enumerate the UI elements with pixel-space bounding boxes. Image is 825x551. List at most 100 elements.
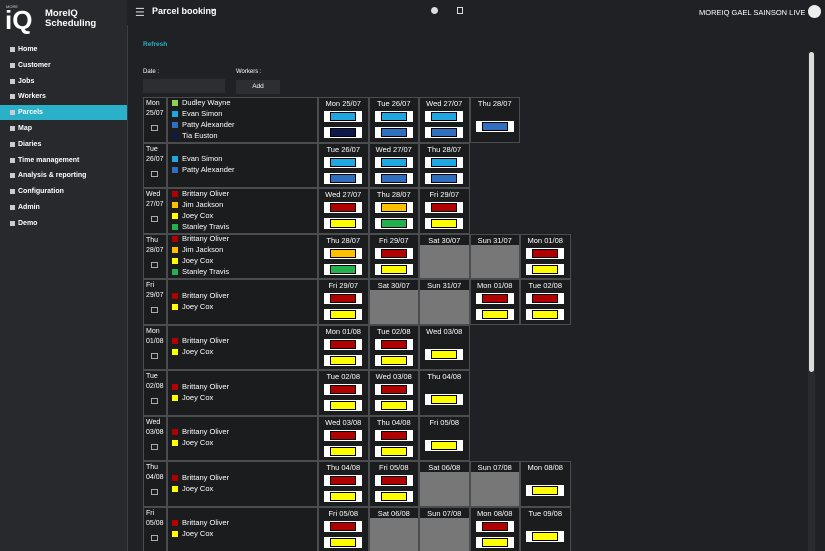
book-icon[interactable]: [151, 170, 158, 177]
booking-slot[interactable]: [475, 293, 514, 304]
booking-slot[interactable]: [374, 475, 413, 486]
booking-slot[interactable]: [324, 400, 362, 411]
booking-slot[interactable]: [324, 309, 362, 320]
booking-slot[interactable]: [526, 485, 564, 496]
booking-slot[interactable]: [324, 384, 362, 395]
booking-slot[interactable]: [425, 202, 463, 213]
add-button[interactable]: Add: [236, 80, 280, 94]
nav-item[interactable]: Demo: [0, 216, 127, 231]
booking-slot[interactable]: [324, 338, 362, 350]
dropdown-icon[interactable]: ⌄: [209, 3, 218, 14]
booking-slot[interactable]: [374, 263, 413, 275]
booking-slot[interactable]: [374, 202, 413, 213]
worker-swatch: [172, 201, 178, 208]
booking-slot[interactable]: [324, 475, 362, 486]
day-label: Mon: [146, 327, 160, 335]
nav-item[interactable]: Time management: [0, 153, 127, 168]
nav-item[interactable]: Diaries: [0, 137, 127, 152]
booking-slot[interactable]: [374, 384, 413, 395]
book-icon[interactable]: [151, 443, 158, 450]
booking-slot[interactable]: [324, 445, 362, 457]
icon[interactable]: [457, 7, 463, 14]
booking-slot[interactable]: [324, 172, 362, 184]
booking-slot[interactable]: [324, 354, 362, 366]
nav-item[interactable]: Home: [0, 42, 127, 57]
book-icon[interactable]: [151, 307, 158, 313]
date-input[interactable]: [143, 79, 225, 93]
refresh-link[interactable]: Refresh: [143, 41, 168, 48]
booking-slot[interactable]: [374, 338, 413, 350]
booking-slot[interactable]: [324, 429, 362, 441]
scroll-thumb[interactable]: [809, 52, 814, 372]
book-icon[interactable]: [151, 489, 158, 495]
booking-slot[interactable]: [475, 309, 514, 320]
booking-slot[interactable]: [425, 111, 463, 122]
booking-slot[interactable]: [374, 111, 413, 122]
booking-slot[interactable]: [425, 439, 463, 451]
book-icon[interactable]: [151, 534, 158, 541]
booking-slot[interactable]: [475, 536, 514, 548]
book-icon[interactable]: [151, 125, 158, 131]
booking-slot[interactable]: [324, 536, 362, 548]
booking-slot[interactable]: [324, 111, 362, 122]
closed-day: [470, 472, 519, 506]
nav-item[interactable]: Customer: [0, 58, 127, 73]
booking-slot[interactable]: [374, 172, 413, 184]
booking-slot[interactable]: [374, 247, 413, 259]
page-title[interactable]: Parcel booking: [152, 6, 217, 16]
nav-item[interactable]: Configuration: [0, 184, 127, 199]
booking-slot[interactable]: [475, 121, 514, 132]
avatar[interactable]: [808, 5, 821, 18]
booking-slot[interactable]: [526, 309, 564, 320]
booking-slot[interactable]: [324, 202, 362, 213]
booking-slot[interactable]: [425, 127, 463, 138]
nav-item[interactable]: Map: [0, 121, 127, 136]
booking-slot[interactable]: [374, 218, 413, 229]
booking-slot[interactable]: [526, 247, 564, 259]
day-header: Wed 03/08: [375, 372, 412, 381]
nav-item[interactable]: Parcels: [0, 105, 127, 121]
day-label: Wed: [146, 418, 161, 426]
day-header: Sat 06/08: [428, 463, 461, 472]
booking-slot[interactable]: [324, 218, 362, 229]
book-icon[interactable]: [151, 216, 158, 222]
worker-swatch: [172, 99, 178, 106]
book-icon[interactable]: [151, 261, 158, 268]
booking-slot[interactable]: [425, 172, 463, 184]
worker-swatch: [172, 485, 178, 492]
booking-slot[interactable]: [324, 293, 362, 304]
booking-slot[interactable]: [324, 263, 362, 275]
booking-fill: [431, 395, 457, 404]
booking-slot[interactable]: [425, 394, 463, 405]
booking-slot[interactable]: [425, 156, 463, 168]
booking-slot[interactable]: [324, 247, 362, 259]
scrollbar[interactable]: [808, 52, 815, 551]
nav-item[interactable]: Jobs: [0, 74, 127, 89]
nav-item[interactable]: Analysis & reporting: [0, 168, 127, 183]
booking-slot[interactable]: [374, 354, 413, 366]
booking-slot[interactable]: [526, 263, 564, 275]
nav-item[interactable]: Workers: [0, 89, 127, 104]
booking-slot[interactable]: [374, 127, 413, 138]
booking-slot[interactable]: [526, 530, 564, 542]
book-icon[interactable]: [151, 352, 158, 359]
booking-slot[interactable]: [324, 491, 362, 502]
menu-icon[interactable]: ☰: [135, 7, 145, 19]
icon[interactable]: [431, 7, 438, 14]
booking-slot[interactable]: [374, 491, 413, 502]
booking-slot[interactable]: [425, 218, 463, 229]
booking-slot[interactable]: [324, 127, 362, 138]
nav-item[interactable]: Admin: [0, 200, 127, 215]
booking-slot[interactable]: [475, 520, 514, 532]
booking-slot[interactable]: [374, 400, 413, 411]
worker-swatch: [172, 394, 178, 401]
booking-slot[interactable]: [526, 293, 564, 304]
booking-slot[interactable]: [324, 520, 362, 532]
booking-slot[interactable]: [425, 348, 463, 360]
booking-slot[interactable]: [374, 429, 413, 441]
workers-cell: [167, 233, 318, 279]
book-icon[interactable]: [151, 398, 158, 404]
booking-slot[interactable]: [324, 156, 362, 168]
booking-slot[interactable]: [374, 445, 413, 457]
booking-slot[interactable]: [374, 156, 413, 168]
